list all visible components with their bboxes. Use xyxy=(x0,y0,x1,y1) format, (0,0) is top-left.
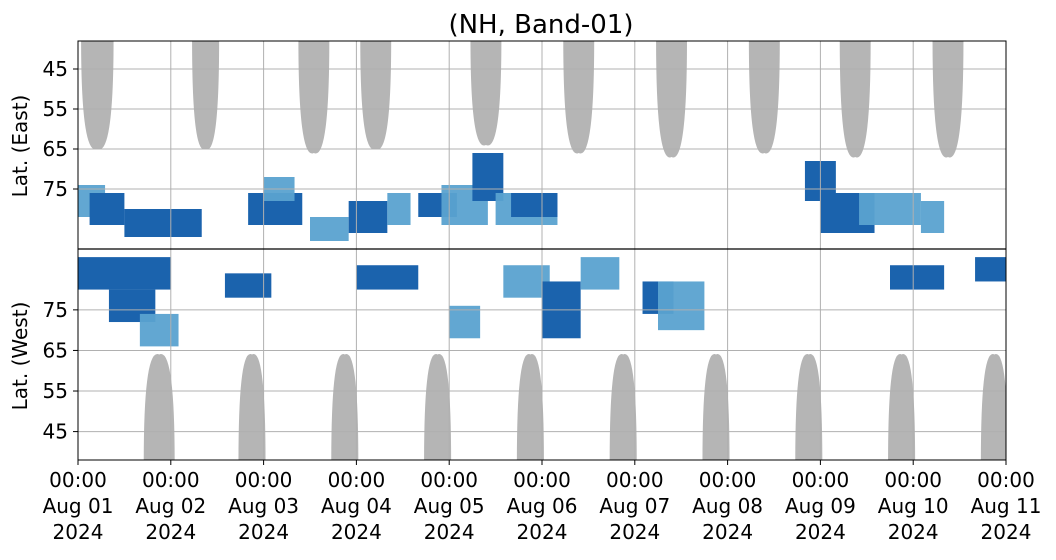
x-tick-label-11-line-2: Aug 11 xyxy=(971,494,1042,518)
x-tick-label-2-line-2: Aug 02 xyxy=(135,494,206,518)
x-tick-label-4-line-3: 2024 xyxy=(331,520,382,544)
detection-patch-3 xyxy=(78,257,171,290)
x-tick-label-8-line-3: 2024 xyxy=(702,520,753,544)
no-coverage-west-1 xyxy=(143,354,175,460)
no-coverage-east-7 xyxy=(656,41,687,158)
y-tick-label-east-4: 75 xyxy=(43,177,68,201)
x-tick-label-6-line-3: 2024 xyxy=(517,520,568,544)
detection-patch-16 xyxy=(449,305,481,339)
detection-patch-22 xyxy=(580,257,620,290)
y-tick-label-east-1: 45 xyxy=(43,57,68,81)
chart-title: (NH, Band-01) xyxy=(448,10,633,40)
detection-patch-7 xyxy=(224,273,272,298)
x-tick-label-6-line-2: Aug 06 xyxy=(507,494,578,518)
x-tick-label-1-line-3: 2024 xyxy=(53,520,104,544)
x-tick-label-6: 00:00 Aug 06 2024 xyxy=(507,468,578,544)
y-axis-label-west: Lat. (West) xyxy=(8,302,32,411)
x-tick-label-2-line-1: 00:00 xyxy=(142,468,200,492)
detection-patch-5 xyxy=(139,313,179,347)
x-tick-label-7-line-1: 00:00 xyxy=(606,468,664,492)
x-tick-label-4-line-2: Aug 04 xyxy=(321,494,392,518)
no-coverage-east-4 xyxy=(360,41,392,150)
x-tick-label-10-line-2: Aug 10 xyxy=(878,494,949,518)
no-coverage-east-1 xyxy=(81,41,114,150)
x-tick-label-7: 00:00 Aug 07 2024 xyxy=(599,468,670,544)
no-coverage-east-8 xyxy=(748,41,780,154)
x-tick-label-10-line-3: 2024 xyxy=(888,520,939,544)
no-coverage-east-3 xyxy=(298,41,330,154)
no-coverage-west-6 xyxy=(609,354,637,460)
x-tick-label-11: 00:00 Aug 11 2024 xyxy=(971,468,1042,544)
x-tick-label-3-line-3: 2024 xyxy=(238,520,289,544)
detection-patch-24 xyxy=(658,281,705,331)
detection-patch-30 xyxy=(975,257,1006,282)
detection-patch-27 xyxy=(859,193,921,225)
no-coverage-east-5 xyxy=(470,41,502,146)
y-tick-label-east-3: 65 xyxy=(43,137,68,161)
x-tick-label-4-line-1: 00:00 xyxy=(328,468,386,492)
detection-patch-11 xyxy=(348,201,388,233)
detection-patch-20 xyxy=(511,193,558,217)
grid-lines xyxy=(77,41,1007,460)
detection-patch-29 xyxy=(920,201,945,233)
detection-patch-28 xyxy=(890,265,945,290)
y-axis-label-east: Lat. (East) xyxy=(8,95,32,198)
detection-patch-13 xyxy=(356,265,419,290)
x-tick-label-1-line-2: Aug 01 xyxy=(43,494,114,518)
x-tick-label-5-line-2: Aug 05 xyxy=(414,494,485,518)
x-tick-label-5-line-3: 2024 xyxy=(424,520,475,544)
no-coverage-west-3 xyxy=(331,354,359,460)
no-coverage-east-10 xyxy=(932,41,964,158)
y-tick-label-west-4: 45 xyxy=(43,420,68,444)
detection-patch-12 xyxy=(387,193,411,225)
x-tick-label-6-line-1: 00:00 xyxy=(513,468,571,492)
no-coverage-east-9 xyxy=(839,41,871,158)
x-tick-label-7-line-3: 2024 xyxy=(609,520,660,544)
x-tick-label-5-line-1: 00:00 xyxy=(420,468,478,492)
detection-patch-2 xyxy=(89,193,125,225)
no-coverage-west-2 xyxy=(238,354,266,460)
x-tick-label-3-line-1: 00:00 xyxy=(235,468,293,492)
x-tick-label-5: 00:00 Aug 05 2024 xyxy=(414,468,485,544)
x-tick-label-9: 00:00 Aug 09 2024 xyxy=(785,468,856,544)
no-coverage-west-4 xyxy=(424,354,452,460)
x-tick-label-3-line-2: Aug 03 xyxy=(228,494,299,518)
x-tick-label-9-line-1: 00:00 xyxy=(792,468,850,492)
x-tick-label-9-line-2: Aug 09 xyxy=(785,494,856,518)
plot-area xyxy=(78,41,1006,460)
no-coverage-west-7 xyxy=(702,354,730,460)
x-tick-label-8-line-1: 00:00 xyxy=(699,468,757,492)
x-tick-label-2: 00:00 Aug 02 2024 xyxy=(135,468,206,544)
y-tick-label-west-1: 75 xyxy=(43,298,68,322)
x-tick-label-3: 00:00 Aug 03 2024 xyxy=(228,468,299,544)
x-tick-label-2-line-3: 2024 xyxy=(145,520,196,544)
x-tick-label-11-line-3: 2024 xyxy=(981,520,1032,544)
no-coverage-east-6 xyxy=(563,41,595,154)
no-coverage-west-5 xyxy=(516,354,544,460)
y-tick-label-west-2: 65 xyxy=(43,338,68,362)
detection-patch-6 xyxy=(124,209,202,237)
x-tick-label-11-line-1: 00:00 xyxy=(977,468,1035,492)
x-tick-label-9-line-3: 2024 xyxy=(795,520,846,544)
x-tick-label-8: 00:00 Aug 08 2024 xyxy=(692,468,763,544)
x-tick-label-10-line-1: 00:00 xyxy=(884,468,942,492)
x-tick-label-8-line-2: Aug 08 xyxy=(692,494,763,518)
x-tick-label-1: 00:00 Aug 01 2024 xyxy=(43,468,114,544)
y-tick-label-east-2: 55 xyxy=(43,97,68,121)
detection-patch-10 xyxy=(310,217,349,241)
x-tick-label-10: 00:00 Aug 10 2024 xyxy=(878,468,949,544)
no-coverage-west-8 xyxy=(795,354,823,460)
no-coverage-east-2 xyxy=(192,41,220,150)
no-coverage-west-9 xyxy=(888,354,916,460)
x-tick-label-4: 00:00 Aug 04 2024 xyxy=(321,468,392,544)
x-tick-label-7-line-2: Aug 07 xyxy=(599,494,670,518)
no-coverage-west-10 xyxy=(980,354,1006,460)
x-tick-label-1-line-1: 00:00 xyxy=(49,468,107,492)
y-tick-label-west-3: 55 xyxy=(43,379,68,403)
